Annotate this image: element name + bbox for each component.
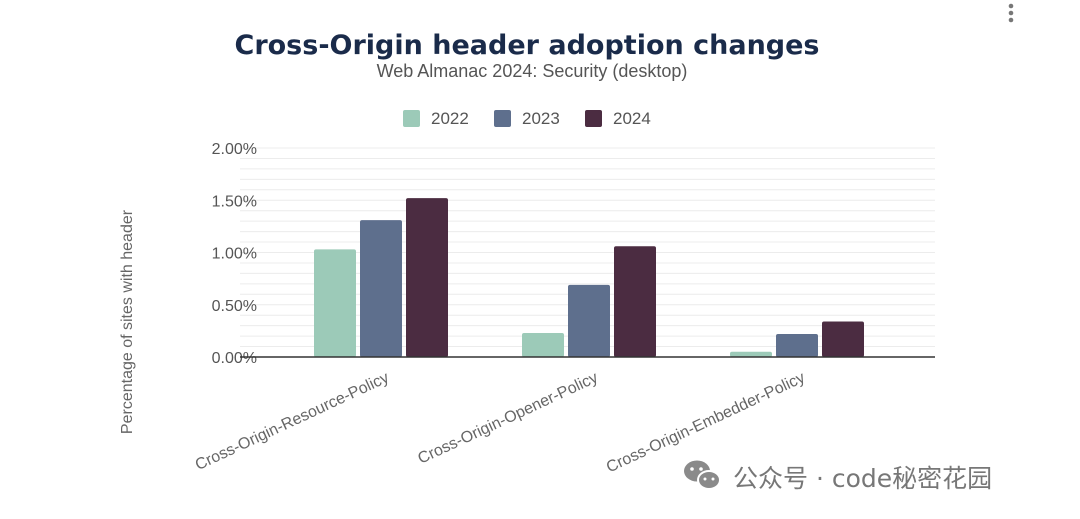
legend-label-2024: 2024 bbox=[613, 109, 651, 128]
chart-title: Cross-Origin header adoption changes bbox=[235, 30, 820, 61]
legend-swatch-2023 bbox=[494, 110, 511, 127]
y-tick-label: 2.00% bbox=[212, 141, 257, 158]
category-label: Cross-Origin-Embedder-Policy bbox=[604, 369, 808, 476]
bar-2022-Cross-Origin-Opener-Policy[interactable] bbox=[522, 332, 564, 357]
legend-swatch-2024 bbox=[585, 110, 602, 127]
chart-subtitle: Web Almanac 2024: Security (desktop) bbox=[377, 61, 688, 81]
wechat-icon bbox=[684, 460, 721, 490]
more-vertical-icon[interactable] bbox=[1008, 3, 1014, 23]
y-axis-label: Percentage of sites with header bbox=[119, 209, 136, 434]
legend-label-2023: 2023 bbox=[522, 109, 560, 128]
bar-2024-Cross-Origin-Resource-Policy[interactable] bbox=[406, 198, 448, 357]
watermark-text: 公众号 · code秘密花园 bbox=[733, 464, 992, 493]
category-label: Cross-Origin-Resource-Policy bbox=[193, 369, 392, 474]
category-labels: Cross-Origin-Resource-Policy Cross-Origin… bbox=[193, 369, 808, 476]
y-tick-label: 0.50% bbox=[212, 298, 257, 315]
bars bbox=[314, 198, 864, 357]
y-tick-label: 1.50% bbox=[212, 193, 257, 210]
bar-2023-Cross-Origin-Resource-Policy[interactable] bbox=[360, 220, 402, 357]
y-tick-label: 1.00% bbox=[212, 246, 257, 263]
legend: 2022 2023 2024 bbox=[403, 109, 651, 128]
bar-2024-Cross-Origin-Embedder-Policy[interactable] bbox=[822, 321, 864, 357]
y-axis-ticks: 0.00% 0.50% 1.00% 1.50% 2.00% bbox=[212, 141, 257, 367]
bar-2022-Cross-Origin-Resource-Policy[interactable] bbox=[314, 249, 356, 357]
category-label: Cross-Origin-Opener-Policy bbox=[415, 369, 600, 467]
y-tick-label: 0.00% bbox=[212, 350, 257, 367]
bar-2022-Cross-Origin-Embedder-Policy[interactable] bbox=[730, 351, 772, 357]
bar-2023-Cross-Origin-Embedder-Policy[interactable] bbox=[776, 334, 818, 357]
legend-swatch-2022 bbox=[403, 110, 420, 127]
bar-2024-Cross-Origin-Opener-Policy[interactable] bbox=[614, 246, 656, 357]
legend-label-2022: 2022 bbox=[431, 109, 469, 128]
bar-2023-Cross-Origin-Opener-Policy[interactable] bbox=[568, 284, 610, 357]
